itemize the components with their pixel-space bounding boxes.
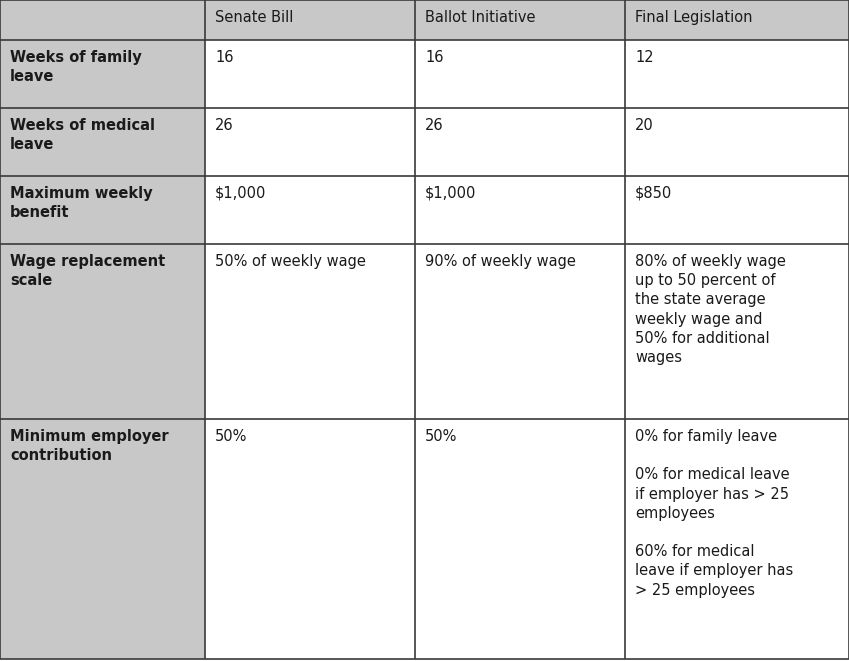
Bar xyxy=(205,419,415,659)
Text: 16: 16 xyxy=(425,50,443,65)
Text: Final Legislation: Final Legislation xyxy=(635,10,752,25)
Text: $1,000: $1,000 xyxy=(215,186,267,201)
Text: 80% of weekly wage
up to 50 percent of
the state average
weekly wage and
50% for: 80% of weekly wage up to 50 percent of t… xyxy=(635,254,786,365)
Text: 0% for family leave

0% for medical leave
if employer has > 25
employees

60% fo: 0% for family leave 0% for medical leave… xyxy=(635,429,793,598)
Text: Weeks of family
leave: Weeks of family leave xyxy=(10,50,142,84)
Text: 90% of weekly wage: 90% of weekly wage xyxy=(425,254,576,269)
Bar xyxy=(625,244,849,419)
Text: Maximum weekly
benefit: Maximum weekly benefit xyxy=(10,186,153,220)
Bar xyxy=(625,419,849,659)
Bar xyxy=(205,244,415,419)
Bar xyxy=(415,244,625,419)
Text: 20: 20 xyxy=(635,118,654,133)
Text: Minimum employer
contribution: Minimum employer contribution xyxy=(10,429,169,463)
Bar xyxy=(0,0,205,40)
Text: Senate Bill: Senate Bill xyxy=(215,10,294,25)
Text: Wage replacement
scale: Wage replacement scale xyxy=(10,254,166,288)
Bar xyxy=(205,0,415,40)
Bar xyxy=(415,108,625,176)
Text: 26: 26 xyxy=(215,118,233,133)
Text: Ballot Initiative: Ballot Initiative xyxy=(425,10,536,25)
Bar xyxy=(415,176,625,244)
Text: 26: 26 xyxy=(425,118,444,133)
Bar xyxy=(625,0,849,40)
Bar xyxy=(625,40,849,108)
Text: 16: 16 xyxy=(215,50,233,65)
Text: 50%: 50% xyxy=(215,429,247,444)
Text: 50%: 50% xyxy=(425,429,458,444)
Bar xyxy=(205,40,415,108)
Text: 50% of weekly wage: 50% of weekly wage xyxy=(215,254,366,269)
Bar xyxy=(0,40,205,108)
Bar xyxy=(625,176,849,244)
Text: 12: 12 xyxy=(635,50,654,65)
Bar xyxy=(415,40,625,108)
Bar xyxy=(0,176,205,244)
Text: Weeks of medical
leave: Weeks of medical leave xyxy=(10,118,155,152)
Bar xyxy=(0,419,205,659)
Bar xyxy=(0,244,205,419)
Text: $1,000: $1,000 xyxy=(425,186,476,201)
Bar xyxy=(0,108,205,176)
Text: $850: $850 xyxy=(635,186,672,201)
Bar xyxy=(415,419,625,659)
Bar xyxy=(205,176,415,244)
Bar xyxy=(625,108,849,176)
Bar xyxy=(205,108,415,176)
Bar xyxy=(415,0,625,40)
